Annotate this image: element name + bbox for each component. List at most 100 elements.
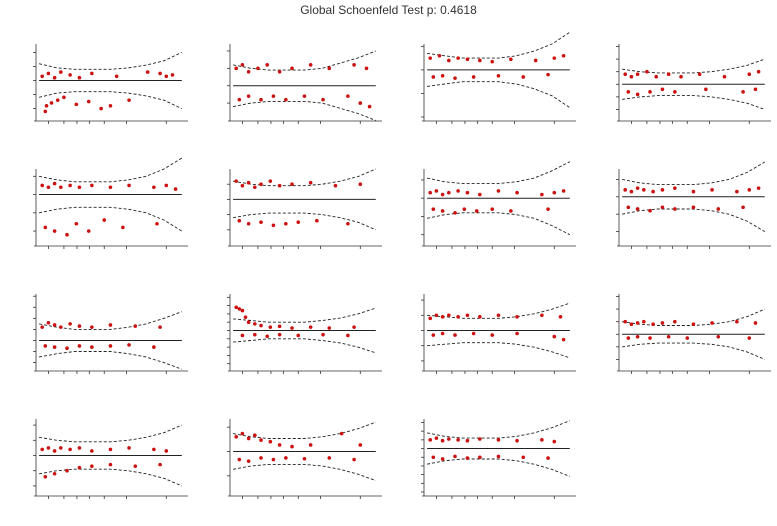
panel-2 [227, 44, 382, 124]
residual-point [447, 190, 451, 195]
panel-13 [33, 419, 188, 499]
residual-point [352, 63, 356, 67]
residual-point [284, 221, 288, 226]
residual-point [546, 72, 550, 77]
residual-point [308, 63, 313, 67]
residual-point [59, 70, 63, 74]
residual-point [127, 98, 131, 102]
residual-point [453, 76, 457, 80]
residual-point [68, 322, 72, 326]
residual-point [691, 189, 696, 194]
residual-point [496, 73, 501, 78]
residual-point [358, 182, 363, 187]
residual-point [521, 75, 526, 79]
residual-point [552, 56, 557, 60]
residual-point [635, 321, 640, 325]
residual-point [246, 180, 251, 185]
residual-point [431, 75, 436, 79]
residual-point [327, 326, 332, 330]
lower-confidence-band [39, 468, 182, 487]
residual-point [164, 449, 169, 453]
residual-point [246, 70, 251, 74]
residual-point [246, 320, 251, 325]
residual-point [253, 332, 257, 337]
residual-point [651, 322, 655, 327]
residual-point [90, 449, 94, 453]
residual-point [352, 457, 356, 462]
panel-7 [421, 161, 576, 249]
residual-point [558, 315, 563, 319]
upper-confidence-band [233, 421, 376, 439]
residual-point [660, 87, 665, 92]
residual-point [447, 58, 451, 63]
residual-point [65, 346, 69, 350]
residual-point [114, 74, 119, 79]
residual-point [108, 103, 113, 108]
residual-point [691, 205, 696, 210]
residual-point [240, 63, 245, 67]
residual-point [465, 57, 470, 62]
residual-point [240, 308, 245, 313]
panel-3 [421, 31, 576, 124]
residual-point [673, 90, 677, 94]
residual-point [52, 229, 57, 233]
residual-point [68, 447, 72, 452]
residual-point [90, 71, 94, 76]
residual-point [155, 221, 159, 226]
residual-point [561, 337, 566, 342]
residual-point [52, 449, 57, 453]
residual-point [346, 333, 350, 338]
residual-point [133, 464, 138, 468]
residual-point [552, 190, 557, 195]
residual-point [277, 70, 282, 74]
residual-point [127, 183, 131, 188]
residual-point [277, 332, 282, 337]
residual-point [308, 443, 313, 447]
residual-point [478, 192, 482, 197]
residual-point [277, 183, 282, 188]
residual-point [704, 87, 708, 92]
residual-point [428, 190, 433, 195]
residual-point [691, 322, 696, 327]
panel-12 [616, 294, 771, 374]
residual-point [352, 325, 356, 329]
residual-point [642, 188, 646, 192]
residual-point [65, 232, 69, 237]
residual-point [259, 323, 263, 328]
residual-point [515, 331, 519, 336]
residual-point [259, 182, 263, 187]
lower-confidence-band [39, 351, 182, 370]
residual-point [496, 313, 501, 318]
residual-point [74, 221, 79, 226]
residual-point [346, 221, 350, 226]
residual-point [471, 331, 476, 336]
residual-point [434, 436, 439, 440]
residual-point [453, 333, 457, 337]
residual-point [509, 57, 513, 62]
residual-point [152, 345, 156, 349]
residual-point [296, 220, 301, 225]
residual-point [478, 315, 482, 319]
panel-grid [33, 31, 771, 499]
lower-confidence-band [622, 208, 766, 232]
upper-confidence-band [427, 302, 570, 319]
residual-point [635, 207, 640, 211]
residual-point [259, 97, 263, 102]
residual-point [52, 471, 57, 476]
residual-point [465, 438, 470, 443]
residual-point [434, 189, 439, 193]
residual-point [660, 188, 665, 192]
residual-point [635, 186, 640, 190]
upper-confidence-band [427, 420, 570, 439]
residual-point [447, 437, 451, 441]
residual-point [234, 305, 239, 310]
residual-point [321, 332, 325, 337]
residual-point [456, 438, 460, 442]
residual-point [259, 220, 263, 225]
upper-confidence-band [622, 161, 766, 186]
residual-point [710, 188, 714, 192]
residual-point [49, 101, 54, 105]
residual-point [561, 189, 566, 193]
residual-point [735, 319, 739, 324]
residual-point [546, 456, 550, 460]
